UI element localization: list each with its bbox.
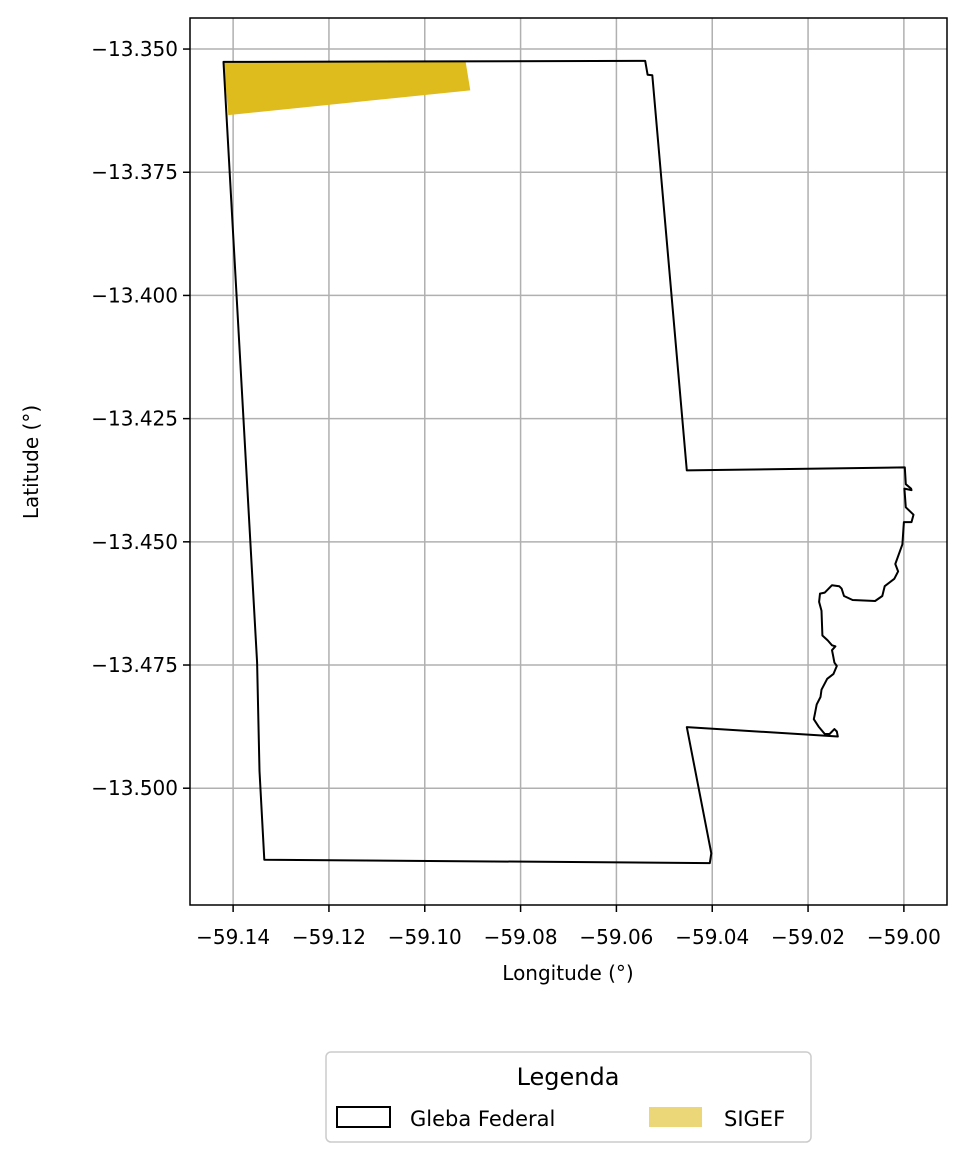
legend-title: Legenda bbox=[517, 1063, 620, 1091]
y-tick-label: −13.450 bbox=[91, 530, 178, 554]
gleba-federal-polygon bbox=[222, 59, 915, 865]
x-axis-label: Longitude (°) bbox=[502, 961, 633, 985]
x-tick-label: −59.10 bbox=[388, 925, 462, 949]
x-tick-label: −59.12 bbox=[292, 925, 366, 949]
legend-swatch-gleba-federal bbox=[336, 1106, 391, 1128]
x-axis-ticks: −59.14 −59.12 −59.10 −59.08 −59.06 −59.04 −59.… bbox=[196, 905, 941, 949]
y-tick-label: −13.400 bbox=[91, 283, 178, 307]
x-tick-label: −59.06 bbox=[579, 925, 653, 949]
sigef-polygon bbox=[223, 60, 471, 116]
y-axis-label: Latitude (°) bbox=[19, 405, 43, 519]
x-tick-label: −59.04 bbox=[675, 925, 749, 949]
x-tick-label: −59.14 bbox=[196, 925, 270, 949]
grid-lines bbox=[190, 18, 947, 905]
x-tick-label: −59.00 bbox=[867, 925, 941, 949]
y-tick-label: −13.475 bbox=[91, 653, 178, 677]
y-tick-label: −13.350 bbox=[91, 37, 178, 61]
map-layers bbox=[222, 59, 915, 865]
legend: Legenda Gleba Federal SIGEF bbox=[325, 1051, 812, 1143]
legend-label-sigef: SIGEF bbox=[724, 1107, 785, 1131]
x-tick-label: −59.02 bbox=[771, 925, 845, 949]
y-tick-label: −13.425 bbox=[91, 407, 178, 431]
legend-label-gleba-federal: Gleba Federal bbox=[410, 1107, 555, 1131]
y-tick-label: −13.375 bbox=[91, 160, 178, 184]
y-tick-label: −13.500 bbox=[91, 776, 178, 800]
legend-swatch-sigef bbox=[649, 1107, 702, 1127]
x-tick-label: −59.08 bbox=[484, 925, 558, 949]
y-axis-ticks: −13.350 −13.375 −13.400 −13.425 −13.450 −13.4… bbox=[91, 37, 190, 800]
plot-frame bbox=[189, 17, 948, 906]
